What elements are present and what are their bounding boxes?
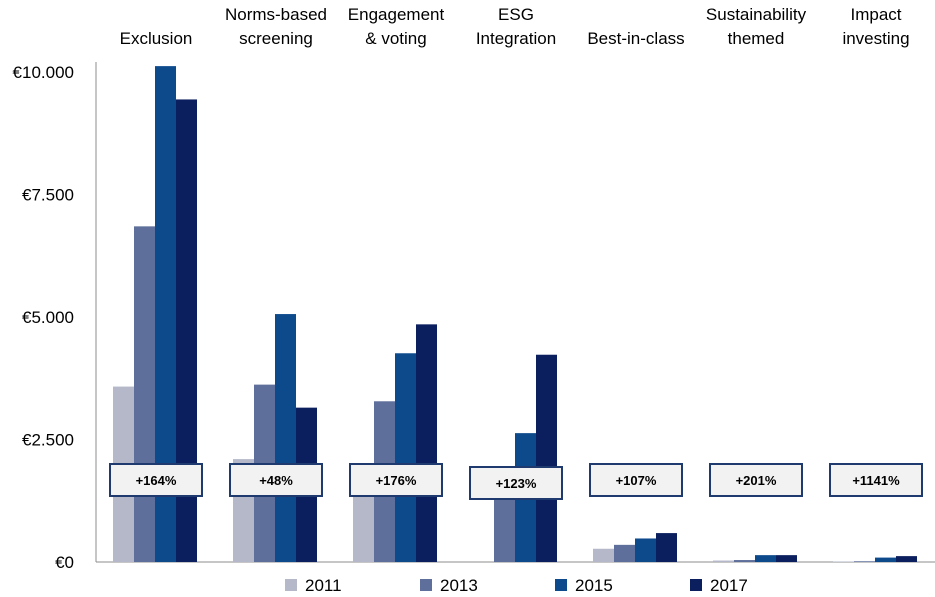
growth-badge-box [349, 463, 443, 497]
growth-badge: +48% [229, 463, 323, 497]
bar-2015 [635, 538, 656, 562]
growth-badge-box [829, 463, 923, 497]
bar-2015 [755, 555, 776, 562]
y-tick-label: €7.500 [22, 186, 74, 205]
bar-2017 [656, 533, 677, 562]
growth-badge-box [469, 466, 563, 500]
growth-badge-label: +176% [376, 473, 417, 488]
legend: 2011 2013 2015 2017 [285, 576, 748, 595]
growth-badge: +164% [109, 463, 203, 497]
growth-badge: +107% [589, 463, 683, 497]
growth-badge-box [709, 463, 803, 497]
category-labels: Exclusion Norms-based screening Engagement &… [120, 5, 910, 48]
category-label: Sustainability themed [706, 5, 807, 48]
y-tick-label: €0 [55, 553, 74, 572]
growth-badge-label: +164% [136, 473, 177, 488]
bar-2017 [776, 555, 797, 562]
bar-2011 [353, 495, 374, 562]
bar-2011 [713, 560, 734, 562]
growth-badge-label: +107% [616, 473, 657, 488]
category-label: Exclusion [120, 29, 193, 48]
bar-2015 [155, 66, 176, 563]
growth-badge-box [229, 463, 323, 497]
legend-swatch [555, 579, 567, 591]
bar-2017 [416, 324, 437, 562]
bar-2013 [134, 226, 155, 562]
legend-label: 2017 [710, 576, 748, 595]
growth-labels: +164% +48% +176% +123% +107% +201% +1141% [109, 463, 923, 500]
legend-label: 2013 [440, 576, 478, 595]
category-label: Impact investing [842, 5, 909, 48]
category-label: Norms-based screening [225, 5, 327, 48]
legend-item-2011: 2011 [285, 576, 342, 595]
bar-2013 [854, 561, 875, 562]
legend-item-2013: 2013 [420, 576, 478, 595]
bar-2013 [734, 560, 755, 562]
growth-badge-box [109, 463, 203, 497]
bar-2017 [536, 354, 557, 562]
legend-item-2017: 2017 [690, 576, 748, 595]
y-tick-label: €5.000 [22, 308, 74, 327]
legend-label: 2011 [305, 576, 342, 595]
legend-swatch [690, 579, 702, 591]
legend-label: 2015 [575, 576, 613, 595]
legend-item-2015: 2015 [555, 576, 613, 595]
bar-2015 [395, 353, 416, 562]
growth-badge-label: +1141% [852, 473, 900, 488]
category-label: Best-in-class [587, 29, 684, 48]
y-tick-label: €10.000 [13, 63, 74, 82]
bar-2011 [593, 548, 614, 562]
growth-badge-label: +123% [496, 476, 537, 491]
growth-badge: +176% [349, 463, 443, 497]
growth-badge: +201% [709, 463, 803, 497]
growth-badge-label: +201% [736, 473, 777, 488]
bar-2015 [275, 314, 296, 562]
legend-swatch [285, 579, 297, 591]
growth-badge-box [589, 463, 683, 497]
category-label: Engagement & voting [348, 5, 445, 48]
y-tick-label: €2.500 [22, 431, 74, 450]
growth-badge: +1141% [829, 463, 923, 497]
bar-2013 [494, 494, 515, 562]
bar-2013 [614, 544, 635, 562]
bar-2017 [176, 99, 197, 562]
growth-badge-label: +48% [259, 473, 293, 488]
bar-2015 [875, 557, 896, 562]
bar-2017 [896, 556, 917, 562]
growth-badge: +123% [469, 466, 563, 500]
category-label: ESG Integration [476, 5, 556, 48]
legend-swatch [420, 579, 432, 591]
